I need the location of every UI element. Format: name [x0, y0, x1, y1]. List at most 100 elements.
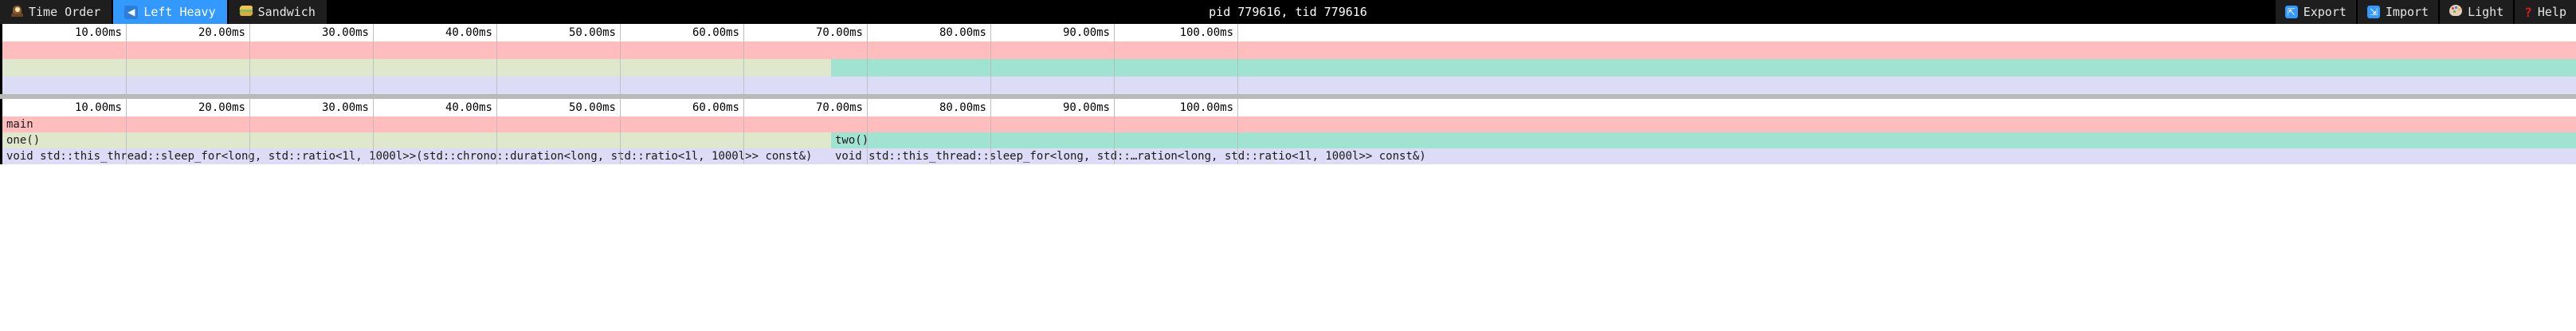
overview-gridline — [249, 77, 250, 94]
flamegraph-frame[interactable]: one() — [2, 132, 831, 148]
flamegraph-gridline — [373, 148, 374, 164]
overview-ruler-label: 50.00ms — [568, 26, 616, 39]
overview-gridline — [743, 59, 744, 77]
overview-ruler-tick — [990, 24, 991, 41]
flamegraph-gridline — [126, 132, 127, 148]
overview-segment[interactable] — [2, 41, 2576, 59]
overview-gridline — [990, 41, 991, 59]
flamegraph-gridline — [1114, 116, 1115, 132]
flamegraph-ruler-label: 40.00ms — [445, 101, 492, 114]
flamegraph-frame[interactable]: void std::this_thread::sleep_for<long, s… — [2, 148, 831, 164]
flamegraph-gridline — [990, 148, 991, 164]
export-up-arrow-icon: ⇱ — [2284, 6, 2298, 18]
overview-segment[interactable] — [2, 59, 831, 77]
overview-gridline — [126, 77, 127, 94]
overview-minimap[interactable]: 10.00ms 20.00ms 30.00ms 40.00ms 50.00ms 60.00… — [0, 24, 2576, 94]
flamegraph-ruler-label: 10.00ms — [74, 101, 122, 114]
import-button-label: Import — [2385, 5, 2429, 19]
flamegraph-ruler-tick — [1237, 99, 1238, 116]
overview-gridline — [620, 77, 621, 94]
question-mark-icon: ? — [2524, 4, 2532, 20]
flamegraph-row-2[interactable]: void std::this_thread::sleep_for<long, s… — [2, 148, 2576, 164]
flamegraph-frame[interactable]: void std::this_thread::sleep_for<long, s… — [831, 148, 2576, 164]
flamegraph-ruler-tick — [990, 99, 991, 116]
import-button[interactable]: ⇲ Import — [2357, 0, 2439, 24]
overview-gridline — [1237, 41, 1238, 59]
flamegraph-ruler-tick — [373, 99, 374, 116]
flamegraph-ruler-label: 60.00ms — [692, 101, 739, 114]
help-button[interactable]: ? Help — [2515, 0, 2576, 24]
help-button-label: Help — [2537, 5, 2566, 19]
tab-left-heavy-label: Left Heavy — [143, 5, 216, 19]
overview-segment[interactable] — [2, 77, 2576, 94]
theme-toggle-button[interactable]: Light — [2440, 0, 2514, 24]
overview-row-sleep-for[interactable] — [2, 77, 2576, 94]
flamegraph-gridline — [496, 116, 497, 132]
overview-ruler-tick — [496, 24, 497, 41]
flamegraph-frame[interactable]: two() — [831, 132, 2576, 148]
overview-ruler-label: 60.00ms — [692, 26, 739, 39]
overview-gridline — [743, 77, 744, 94]
overview-gridline — [743, 41, 744, 59]
tab-sandwich-label: Sandwich — [257, 5, 316, 19]
flamegraph-gridline — [1114, 132, 1115, 148]
toolbar-spacer — [328, 0, 2274, 24]
overview-ruler-label: 70.00ms — [815, 26, 863, 39]
toolbar: Time Order ◀ Left Heavy Sandwich ⇱ Expor… — [0, 0, 2576, 24]
overview-ruler-label: 40.00ms — [445, 26, 492, 39]
flamegraph-ruler: 10.00ms 20.00ms 30.00ms 40.00ms 50.00ms 60.00… — [2, 99, 2576, 116]
flamegraph-gridline — [990, 132, 991, 148]
tab-sandwich[interactable]: Sandwich — [228, 0, 327, 24]
flamegraph-frame[interactable]: main — [2, 116, 2576, 132]
arrow-left-icon: ◀ — [124, 5, 139, 19]
flamegraph-gridline — [620, 116, 621, 132]
flamegraph-gridline — [126, 116, 127, 132]
tab-left-heavy[interactable]: ◀ Left Heavy — [113, 0, 227, 24]
flamegraph-gridline — [620, 148, 621, 164]
flamegraph-ruler-tick — [249, 99, 250, 116]
overview-gridline — [1114, 77, 1115, 94]
flamegraph-ruler-tick — [867, 99, 868, 116]
overview-row-main[interactable] — [2, 41, 2576, 59]
overview-gridline — [126, 41, 127, 59]
flamegraph-gridline — [249, 132, 250, 148]
flamegraph-gridline — [1237, 132, 1238, 148]
overview-ruler-tick — [867, 24, 868, 41]
flamegraph-gridline — [1237, 116, 1238, 132]
overview-ruler-label: 30.00ms — [321, 26, 369, 39]
flamegraph-ruler-label: 80.00ms — [939, 101, 986, 114]
flamegraph-gridline — [743, 132, 744, 148]
overview-gridline — [1114, 41, 1115, 59]
overview-gridline — [1237, 77, 1238, 94]
overview-ruler-tick — [620, 24, 621, 41]
export-button[interactable]: ⇱ Export — [2275, 0, 2356, 24]
overview-gridline — [990, 77, 991, 94]
flamegraph-row-0[interactable]: main — [2, 116, 2576, 132]
overview-gridline — [373, 59, 374, 77]
tab-time-order-label: Time Order — [29, 5, 101, 19]
flamegraph-ruler-label: 70.00ms — [815, 101, 863, 114]
overview-ruler-label: 20.00ms — [198, 26, 245, 39]
palette-icon — [2449, 5, 2463, 19]
flamegraph-ruler-label: 20.00ms — [198, 101, 245, 114]
tab-time-order[interactable]: Time Order — [0, 0, 112, 24]
flamegraph-ruler-label: 30.00ms — [321, 101, 369, 114]
flamegraph-ruler-tick — [1114, 99, 1115, 116]
flamegraph-gridline — [496, 148, 497, 164]
flamegraph-gridline — [1114, 148, 1115, 164]
overview-gridline — [249, 59, 250, 77]
flamegraph-gridline — [867, 132, 868, 148]
pane-splitter[interactable] — [0, 94, 2576, 99]
overview-row-one-two[interactable] — [2, 59, 2576, 77]
overview-gridline — [620, 41, 621, 59]
flamegraph-row-1[interactable]: one() two() — [2, 132, 2576, 148]
overview-ruler-label: 100.00ms — [1179, 26, 1233, 39]
flamegraph-gridline — [743, 148, 744, 164]
flamegraph-gridline — [1237, 148, 1238, 164]
overview-gridline — [867, 41, 868, 59]
flamegraph-panel[interactable]: 10.00ms 20.00ms 30.00ms 40.00ms 50.00ms 60.00… — [0, 99, 2576, 164]
overview-gridline — [1114, 59, 1115, 77]
overview-gridline — [126, 59, 127, 77]
overview-segment[interactable] — [831, 59, 2576, 77]
